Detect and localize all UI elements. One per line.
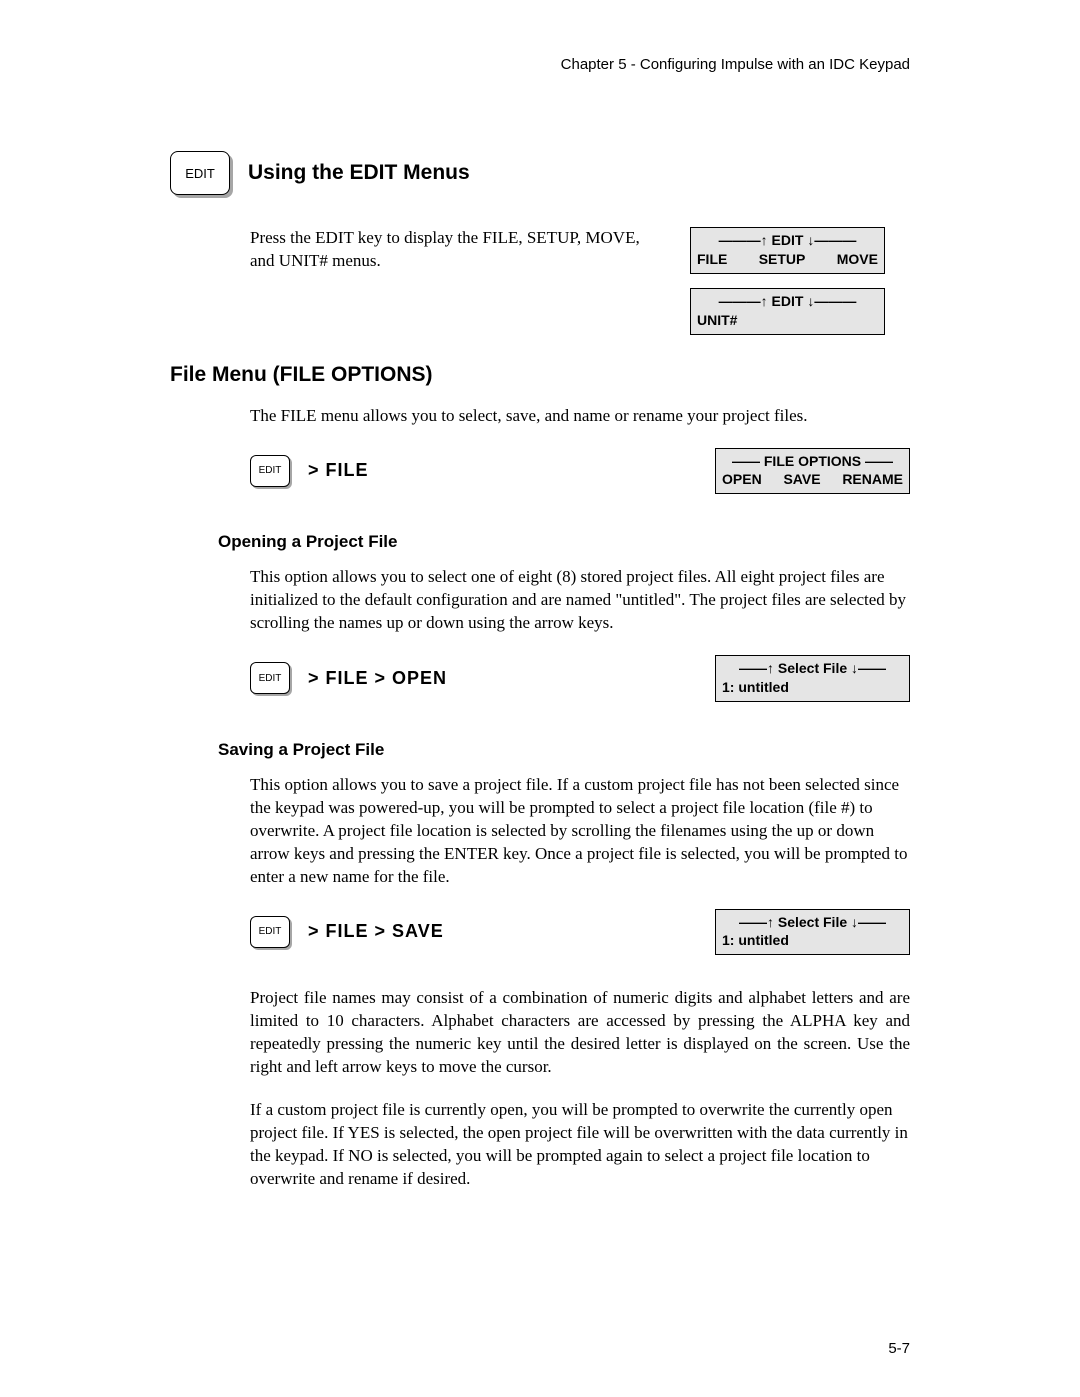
- lcd-line2: 1: untitled: [722, 931, 903, 950]
- lcd-dash: ———: [814, 232, 856, 248]
- save-tail-2: If a custom project file is currently op…: [250, 1099, 910, 1191]
- lcd-select-file-open: ——↑ Select File ↓—— 1: untitled: [715, 655, 910, 702]
- lcd-item-move: MOVE: [837, 250, 878, 269]
- lcd-file-options: —— FILE OPTIONS —— OPEN SAVE RENAME: [715, 448, 910, 495]
- edit-key-icon: EDIT: [250, 662, 290, 694]
- path-label-file: > FILE: [308, 460, 369, 481]
- save-body: This option allows you to save a project…: [250, 774, 910, 889]
- lcd-edit-menu-2: ———↑ EDIT ↓——— UNIT#: [690, 288, 885, 335]
- lcd-item-save: SAVE: [783, 470, 820, 489]
- lcd-item-setup: SETUP: [759, 250, 806, 269]
- edit-key-icon: EDIT: [250, 455, 290, 487]
- page-number: 5-7: [888, 1340, 910, 1357]
- lcd-title: —— FILE OPTIONS ——: [722, 452, 903, 471]
- lcd-mid: ↑ EDIT ↓: [761, 293, 815, 309]
- intro-row: Press the EDIT key to display the FILE, …: [250, 227, 910, 335]
- lcd-select-file-save: ——↑ Select File ↓—— 1: untitled: [715, 909, 910, 956]
- path-row-save: EDIT > FILE > SAVE ——↑ Select File ↓—— 1…: [250, 909, 910, 956]
- lcd-stack-edit: ———↑ EDIT ↓——— FILE SETUP MOVE ———↑ EDIT…: [690, 227, 885, 335]
- heading-file-menu: File Menu (FILE OPTIONS): [170, 363, 910, 387]
- lcd-mid: ↑ EDIT ↓: [761, 232, 815, 248]
- lcd-edit-menu-1: ———↑ EDIT ↓——— FILE SETUP MOVE: [690, 227, 885, 274]
- lcd-line2: 1: untitled: [722, 678, 903, 697]
- intro-text: Press the EDIT key to display the FILE, …: [250, 227, 650, 273]
- section-using-edit-menus: EDIT Using the EDIT Menus: [170, 151, 910, 195]
- path-row-open: EDIT > FILE > OPEN ——↑ Select File ↓—— 1…: [250, 655, 910, 702]
- file-menu-body: The FILE menu allows you to select, save…: [250, 405, 910, 428]
- save-tail-1: Project file names may consist of a comb…: [250, 987, 910, 1079]
- path-label-save: > FILE > SAVE: [308, 921, 444, 942]
- lcd-item-unit: UNIT#: [697, 311, 878, 330]
- lcd-title: ——↑ Select File ↓——: [722, 659, 903, 678]
- edit-key-icon: EDIT: [170, 151, 230, 195]
- path-row-file: EDIT > FILE —— FILE OPTIONS —— OPEN SAVE…: [250, 448, 910, 495]
- heading-using-edit-menus: Using the EDIT Menus: [248, 161, 470, 185]
- edit-key-icon: EDIT: [250, 916, 290, 948]
- lcd-title: ——↑ Select File ↓——: [722, 913, 903, 932]
- lcd-item-rename: RENAME: [842, 470, 903, 489]
- chapter-header: Chapter 5 - Configuring Impulse with an …: [170, 56, 910, 73]
- path-label-open: > FILE > OPEN: [308, 668, 447, 689]
- lcd-dash: ———: [719, 293, 761, 309]
- heading-saving-project: Saving a Project File: [218, 740, 910, 760]
- lcd-dash: ———: [719, 232, 761, 248]
- heading-opening-project: Opening a Project File: [218, 532, 910, 552]
- open-body: This option allows you to select one of …: [250, 566, 910, 635]
- lcd-dash: ———: [814, 293, 856, 309]
- lcd-item-open: OPEN: [722, 470, 762, 489]
- lcd-item-file: FILE: [697, 250, 727, 269]
